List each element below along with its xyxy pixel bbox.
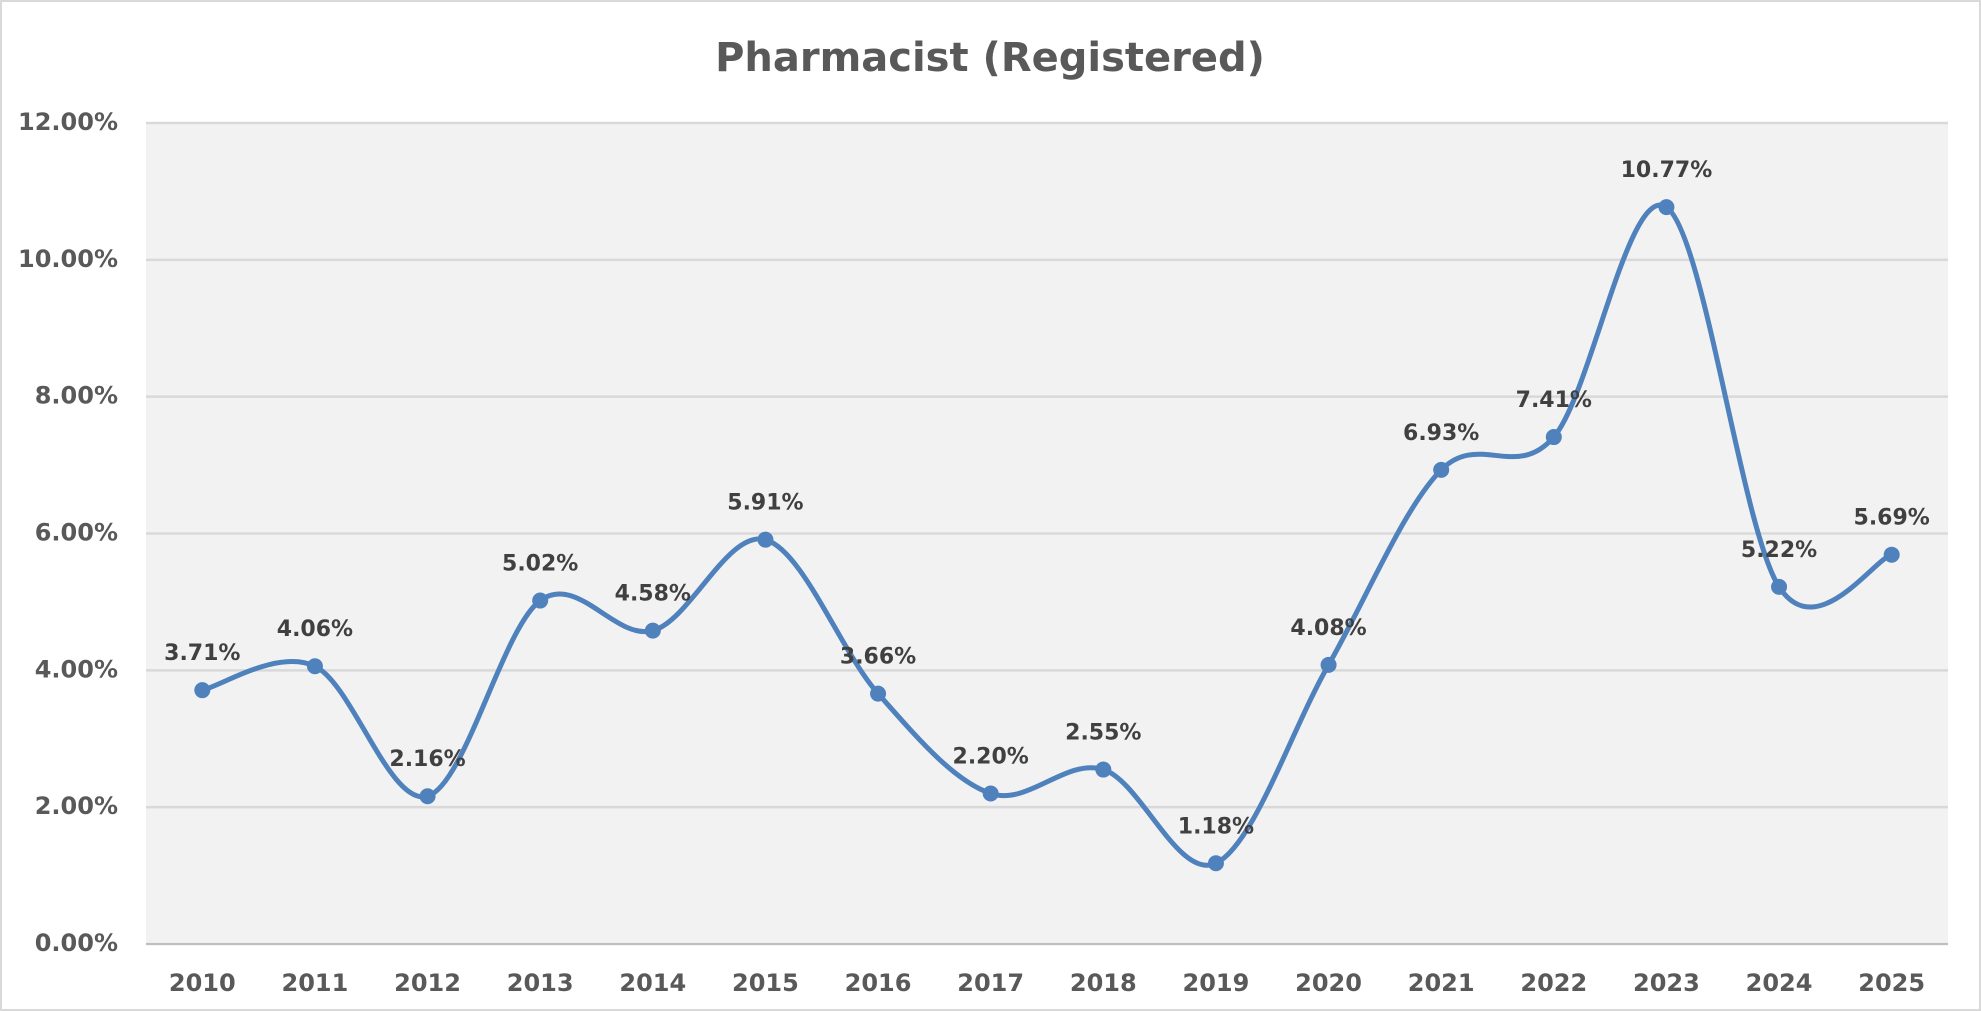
point-marker (1320, 656, 1337, 673)
data-label: 5.02% (502, 552, 578, 577)
x-tick-label: 2023 (1633, 969, 1700, 997)
x-tick-label: 2020 (1295, 969, 1362, 997)
x-tick-label: 2017 (957, 969, 1024, 997)
x-tick-label: 2024 (1746, 969, 1813, 997)
point-marker (1545, 429, 1562, 446)
x-tick-label: 2021 (1408, 969, 1475, 997)
point-marker (1883, 546, 1900, 563)
point-marker (1771, 578, 1788, 595)
x-tick-label: 2022 (1520, 969, 1587, 997)
data-label: 2.55% (1065, 721, 1141, 746)
point-marker (306, 658, 323, 675)
point-marker (644, 622, 661, 639)
data-label: 5.69% (1854, 506, 1930, 531)
point-marker (1433, 461, 1450, 478)
x-tick-label: 2012 (394, 969, 461, 997)
x-tick-label: 2013 (507, 969, 574, 997)
data-label: 5.91% (727, 491, 803, 516)
point-marker (982, 785, 999, 802)
data-label: 4.08% (1290, 616, 1366, 641)
y-tick-label: 4.00% (35, 655, 118, 683)
point-marker (1658, 199, 1675, 216)
point-marker (194, 682, 211, 699)
x-tick-label: 2018 (1070, 969, 1137, 997)
data-label: 3.71% (164, 641, 240, 666)
data-label: 1.18% (1178, 814, 1254, 839)
data-label: 4.06% (277, 617, 353, 642)
data-label: 2.20% (953, 744, 1029, 769)
x-tick-label: 2014 (619, 969, 686, 997)
x-tick-label: 2025 (1858, 969, 1925, 997)
chart-title: Pharmacist (Registered) (715, 35, 1265, 81)
x-tick-label: 2016 (845, 969, 912, 997)
point-marker (870, 685, 887, 702)
x-tick-label: 2010 (169, 969, 236, 997)
data-label: 2.16% (389, 747, 465, 772)
x-tick-label: 2015 (732, 969, 799, 997)
y-tick-label: 12.00% (18, 108, 118, 136)
data-label: 10.77% (1621, 158, 1713, 183)
data-label: 5.22% (1741, 538, 1817, 563)
y-tick-label: 2.00% (35, 792, 118, 820)
y-tick-label: 8.00% (35, 382, 118, 410)
y-tick-label: 10.00% (18, 245, 118, 273)
data-label: 6.93% (1403, 421, 1479, 446)
y-tick-label: 6.00% (35, 519, 118, 547)
point-marker (1095, 761, 1112, 778)
x-tick-label: 2011 (282, 969, 349, 997)
point-marker (532, 592, 549, 609)
y-tick-label: 0.00% (35, 929, 118, 957)
point-marker (419, 788, 436, 805)
point-marker (1207, 855, 1224, 872)
data-label: 4.58% (615, 582, 691, 607)
data-label: 7.41% (1516, 388, 1592, 413)
x-tick-label: 2019 (1183, 969, 1250, 997)
data-label: 3.66% (840, 645, 916, 670)
point-marker (757, 531, 774, 548)
